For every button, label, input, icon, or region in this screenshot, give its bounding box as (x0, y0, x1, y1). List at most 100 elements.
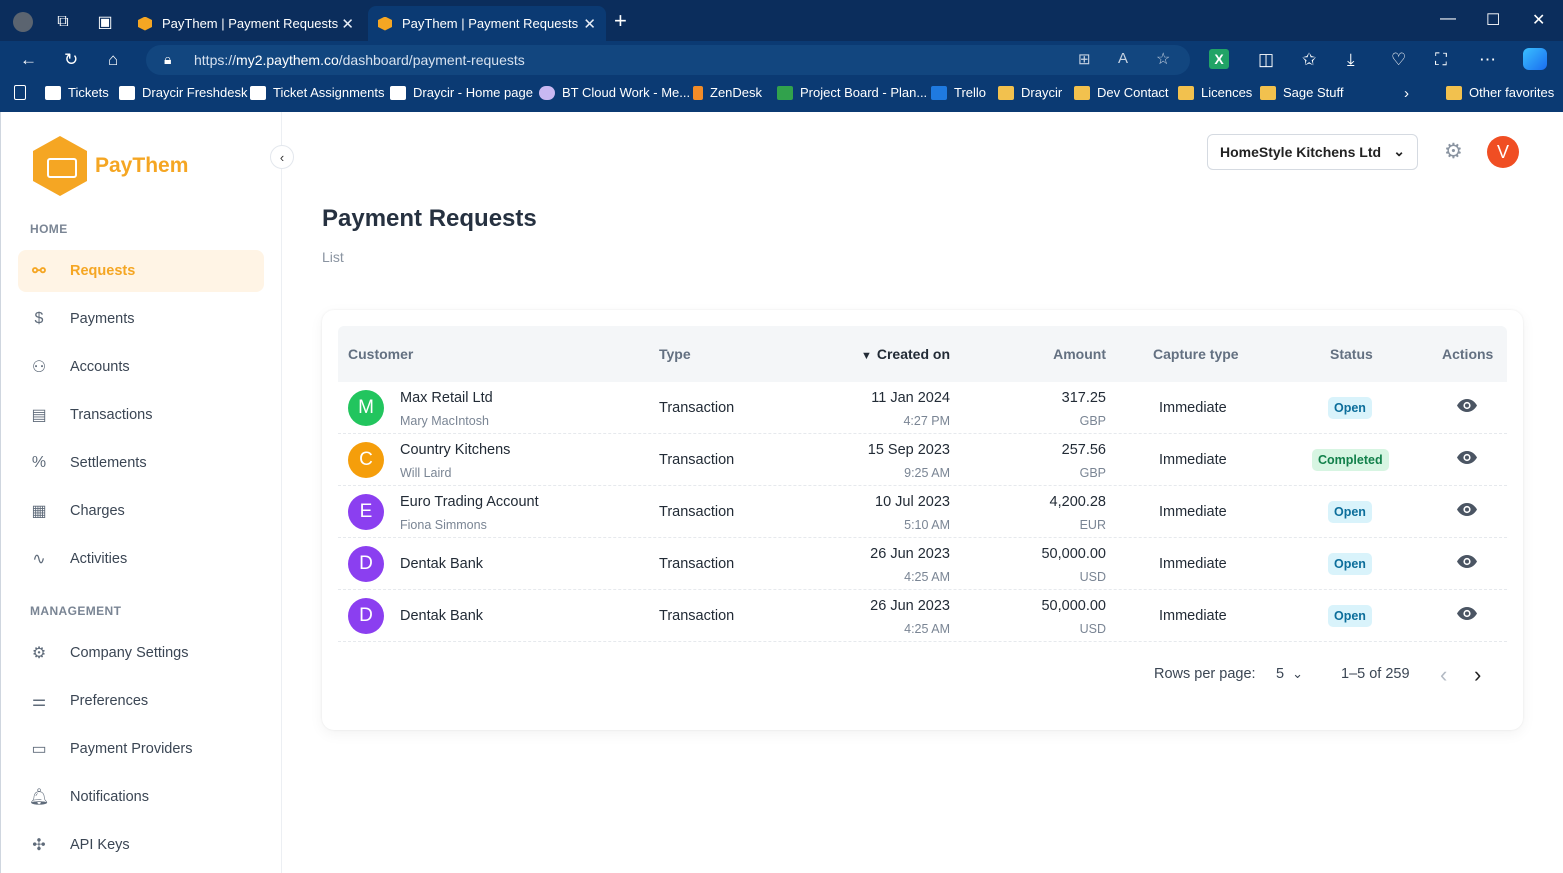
profile-avatar[interactable] (13, 12, 33, 32)
status-badge: Completed (1312, 449, 1389, 471)
tab-1[interactable]: PayThem | Payment Requests ✕ (128, 6, 364, 41)
bookmark-label: Draycir - Home page (413, 85, 533, 100)
view-eye-icon[interactable] (1457, 399, 1477, 412)
read-aloud-icon[interactable]: A (1118, 50, 1129, 67)
next-page-icon[interactable]: › (1474, 662, 1482, 687)
tab-actions-icon[interactable]: ▣ (97, 14, 113, 31)
sidebar-item-charges[interactable]: ▦ Charges (18, 490, 264, 532)
bookmark-draycir-home[interactable]: Draycir - Home page (390, 85, 533, 100)
capture-type: Immediate (1159, 452, 1227, 468)
sidebar-item-payments[interactable]: $ Payments (18, 298, 264, 340)
bookmark-sage-stuff[interactable]: Sage Stuff (1260, 85, 1343, 100)
bookmark-draycir[interactable]: Draycir (998, 85, 1062, 100)
bookmark-favicon (777, 85, 793, 100)
amount-currency: EUR (1079, 518, 1106, 532)
user-avatar[interactable]: V (1487, 136, 1519, 168)
address-bar[interactable]: 🔒︎ https://my2.paythem.co/dashboard/paym… (146, 45, 1190, 75)
tab-2-active[interactable]: PayThem | Payment Requests ✕ (368, 6, 606, 41)
view-eye-icon[interactable] (1457, 503, 1477, 516)
previous-page-icon[interactable]: ‹ (1440, 662, 1448, 687)
minimize-icon[interactable]: — (1440, 10, 1456, 27)
sidebar-item-transactions[interactable]: ▤ Transactions (18, 394, 264, 436)
copilot-icon[interactable] (1523, 48, 1547, 70)
bookmark-page-icon[interactable] (14, 85, 26, 100)
column-header-created-on[interactable]: ▼ Created on (861, 346, 950, 362)
customer-avatar: D (348, 546, 384, 582)
new-tab-button[interactable]: + (614, 8, 627, 33)
logo[interactable]: PayThem (33, 136, 188, 196)
other-favorites[interactable]: Other favorites (1446, 85, 1554, 100)
bookmark-ticket-assignments[interactable]: Ticket Assignments (250, 85, 385, 100)
sidebar-item-activities[interactable]: ∿ Activities (18, 538, 264, 580)
home-icon[interactable]: ⌂ (108, 50, 119, 69)
created-time: 9:25 AM (904, 466, 950, 480)
close-window-icon[interactable]: ✕ (1532, 12, 1546, 29)
table-row[interactable]: M Max Retail Ltd Mary MacIntosh Transaction… (338, 382, 1507, 434)
column-header-amount[interactable]: Amount (1053, 346, 1106, 362)
view-eye-icon[interactable] (1457, 451, 1477, 464)
close-tab-icon[interactable]: ✕ (583, 16, 596, 33)
amount-currency: USD (1079, 570, 1106, 584)
maximize-icon[interactable]: ☐ (1486, 12, 1501, 29)
bookmarks-overflow-chevron-icon[interactable]: › (1404, 85, 1409, 102)
sidebar-item-settlements[interactable]: % Settlements (18, 442, 264, 484)
sidebar-item-label: Transactions (70, 407, 153, 423)
sidebar-item-company-settings[interactable]: ⚙ Company Settings (18, 632, 264, 674)
excel-extension-icon[interactable]: X (1209, 49, 1229, 69)
browser-essentials-icon[interactable]: ♡ (1391, 50, 1407, 69)
bookmark-project-board[interactable]: Project Board - Plan... (777, 85, 927, 100)
rows-per-page-value: 5 (1276, 666, 1285, 682)
view-eye-icon[interactable] (1457, 607, 1477, 620)
bell-icon: 🔔︎ (28, 789, 50, 806)
back-icon[interactable]: ← (20, 50, 37, 69)
bookmark-zendesk[interactable]: ZenDesk (693, 85, 762, 100)
sidebar-item-api-keys[interactable]: ✣ API Keys (18, 824, 264, 866)
status-badge: Open (1328, 605, 1372, 627)
bookmark-label: Ticket Assignments (273, 85, 385, 100)
table-row[interactable]: C Country Kitchens Will Laird Transaction 15… (338, 434, 1507, 486)
rows-per-page-label: Rows per page: (1154, 666, 1256, 682)
breadcrumb: List (322, 249, 344, 265)
settings-gear-icon[interactable]: ⚙ (1444, 140, 1463, 163)
table-row[interactable]: D Dentak Bank Transaction 26 Jun 2023 4:25 A… (338, 538, 1507, 590)
url-text[interactable]: https://my2.paythem.co/dashboard/payment… (194, 52, 525, 68)
column-header-type[interactable]: Type (659, 346, 691, 362)
sidebar-item-preferences[interactable]: ⚌ Preferences (18, 680, 264, 722)
sidebar-item-requests[interactable]: ⚯ Requests (18, 250, 264, 292)
bookmark-draycir-freshdesk[interactable]: Draycir Freshdesk (119, 85, 247, 100)
payment-icon: $ (34, 310, 44, 327)
company-selector[interactable]: HomeStyle Kitchens Ltd ⌄ (1207, 134, 1418, 170)
favorites-icon[interactable]: ✩ (1302, 50, 1317, 69)
column-header-capture-type[interactable]: Capture type (1153, 346, 1239, 362)
workspaces-icon[interactable]: ⧉ (57, 13, 69, 30)
split-screen-icon[interactable]: ◫ (1258, 50, 1275, 69)
screenshot-icon[interactable]: ⛶ (1435, 50, 1447, 69)
refresh-icon[interactable]: ↻ (64, 50, 79, 69)
column-header-status[interactable]: Status (1330, 346, 1373, 362)
table-row[interactable]: E Euro Trading Account Fiona Simmons Transa… (338, 486, 1507, 538)
more-menu-icon[interactable]: ⋯ (1479, 50, 1496, 69)
bookmark-trello[interactable]: Trello (931, 85, 986, 100)
table-row[interactable]: D Dentak Bank Transaction 26 Jun 2023 4:25 A… (338, 590, 1507, 642)
downloads-icon[interactable]: ⤓ (1347, 50, 1355, 69)
sidebar-item-label: Notifications (70, 789, 149, 805)
view-eye-icon[interactable] (1457, 555, 1477, 568)
sidebar-item-label: Settlements (70, 455, 147, 471)
collapse-sidebar-button[interactable]: ‹ (270, 145, 294, 169)
bookmark-licences[interactable]: Licences (1178, 85, 1252, 100)
close-tab-icon[interactable]: ✕ (341, 16, 354, 33)
sidebar-item-accounts[interactable]: ⚇ Accounts (18, 346, 264, 388)
sidebar-item-payment-providers[interactable]: ▭ Payment Providers (18, 728, 264, 770)
column-header-customer[interactable]: Customer (348, 346, 414, 362)
bookmark-label: Draycir (1021, 85, 1063, 100)
lock-icon[interactable]: 🔒︎ (164, 51, 172, 67)
favorite-star-icon[interactable]: ☆ (1156, 51, 1171, 68)
bookmark-dev-contact[interactable]: Dev Contact (1074, 85, 1169, 100)
activity-icon: ∿ (32, 551, 46, 568)
sidebar-item-notifications[interactable]: 🔔︎ Notifications (18, 776, 264, 818)
app-available-icon[interactable]: ⊞ (1078, 51, 1091, 68)
bookmark-tickets[interactable]: Tickets (45, 85, 109, 100)
capture-type: Immediate (1159, 608, 1227, 624)
rows-per-page-select[interactable]: 5 ⌄ (1276, 666, 1303, 682)
bookmark-bt-cloud-work[interactable]: BT Cloud Work - Me... (539, 85, 690, 100)
